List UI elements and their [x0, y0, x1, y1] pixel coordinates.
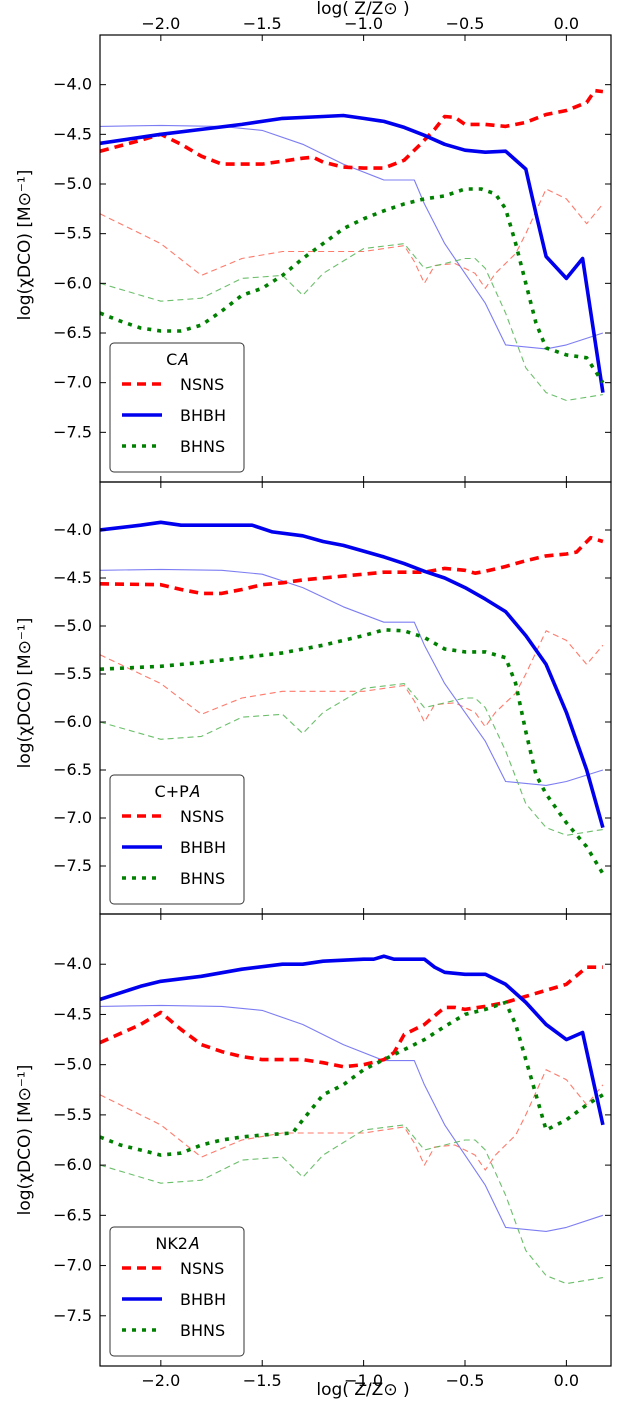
y-tick-label: −4.5	[53, 124, 92, 143]
series-line-reference-5	[100, 1124, 603, 1285]
x-tick-label-bottom: 0.0	[554, 1371, 579, 1390]
series-line-reference-3	[100, 1069, 604, 1171]
y-tick-label: −6.0	[53, 712, 92, 731]
legend-title: C𝐴	[166, 350, 188, 369]
x-tick-label-top: −0.5	[446, 14, 485, 33]
y-tick-label: −7.5	[53, 1306, 92, 1325]
x-tick-label-top: −2.0	[141, 14, 180, 33]
series-group	[100, 520, 605, 875]
bottom-axis-title: log( Z/Z⊙ )	[316, 1380, 409, 1400]
y-tick-label: −4.5	[53, 1004, 92, 1023]
legend-label-nsns: NSNS	[180, 1259, 224, 1278]
series-line-nsns	[100, 88, 604, 170]
y-tick-label: −7.0	[53, 373, 92, 392]
legend-title: C+P𝐴	[155, 782, 200, 801]
series-line-nsns	[100, 535, 604, 596]
legend-label-bhbh: BHBH	[180, 406, 226, 425]
x-tick-label-top: −1.5	[243, 14, 282, 33]
y-tick-label: −7.0	[53, 808, 92, 827]
series-line-reference-4	[100, 568, 604, 786]
legend-label-bhns: BHNS	[180, 437, 225, 456]
y-tick-label: −5.0	[53, 616, 92, 635]
series-line-reference-5	[100, 243, 603, 402]
legend-title: NK2𝐴	[155, 1234, 199, 1253]
x-tick-label-bottom: −1.0	[344, 1371, 383, 1390]
legend-label-bhns: BHNS	[180, 869, 225, 888]
legend: NK2𝐴 NSNS BHBH BHNS	[109, 1226, 245, 1357]
plot-frame	[99, 913, 612, 1367]
panel-3: −4.0 −4.5 −5.0 −5.5 −6.0 −6.5 −7.0 −7.5 −2.0 −1.5…	[53, 913, 612, 1390]
legend-label-bhns: BHNS	[180, 1321, 225, 1340]
series-line-bhbh	[100, 520, 605, 829]
series-line-bhns	[100, 187, 605, 384]
y-tick-label: −6.0	[53, 1155, 92, 1174]
x-tick-label-top: 0.0	[554, 14, 579, 33]
y-tick-label: −7.5	[53, 422, 92, 441]
series-line-nsns	[100, 965, 603, 1069]
legend-box	[109, 774, 245, 905]
legend-label-nsns: NSNS	[180, 375, 224, 394]
legend: C+P𝐴 NSNS BHBH BHNS	[109, 774, 245, 905]
x-tick-label-bottom: −1.5	[243, 1371, 282, 1390]
y-tick-label: −7.5	[53, 856, 92, 875]
legend-box	[109, 342, 245, 473]
y-tick-label: −5.0	[53, 174, 92, 193]
legend-label-bhbh: BHBH	[180, 838, 226, 857]
y-tick-label: −4.0	[53, 520, 92, 539]
y-tick-label: −6.5	[53, 760, 92, 779]
panels: −4.0 −4.5 −5.0 −5.5 −6.0 −6.5 −7.0 −7.5 −2.0 −1.5…	[53, 14, 612, 1390]
legend-box	[109, 1226, 245, 1357]
y-tick-label: −6.5	[53, 1205, 92, 1224]
series-line-bhns	[100, 628, 605, 875]
legend-label-nsns: NSNS	[180, 807, 224, 826]
top-axis-title: log( Z/Z⊙ )	[316, 0, 409, 19]
y-tick-label: −5.5	[53, 1105, 92, 1124]
y-tick-label: −5.5	[53, 664, 92, 683]
x-tick-label-bottom: −0.5	[446, 1371, 485, 1390]
y-tick-label: −4.5	[53, 568, 92, 587]
y-axis-title-panel-2: log(χDCO) [M⊙⁻¹]	[15, 618, 35, 769]
series-line-bhbh	[100, 113, 605, 393]
series-line-bhns	[100, 1000, 604, 1157]
y-tick-label: −5.0	[53, 1055, 92, 1074]
y-tick-label: −6.0	[53, 273, 92, 292]
panel-2: −4.0 −4.5 −5.0 −5.5 −6.0 −6.5 −7.0 −7.5 C+P𝐴 NSNS…	[53, 481, 612, 915]
series-group	[100, 954, 605, 1285]
y-axis-title-panel-3: log(χDCO) [M⊙⁻¹]	[15, 1065, 35, 1216]
y-tick-label: −5.5	[53, 224, 92, 243]
series-line-bhbh	[100, 954, 605, 1126]
y-axis-title-panel-1: log(χDCO) [M⊙⁻¹]	[15, 170, 35, 321]
y-tick-label: −4.0	[53, 75, 92, 94]
series-line-reference-3	[100, 630, 604, 728]
panel-1: −4.0 −4.5 −5.0 −5.5 −6.0 −6.5 −7.0 −7.5 −2.0 −1.5…	[53, 14, 612, 483]
y-tick-label: −6.5	[53, 323, 92, 342]
series-line-reference-4	[100, 124, 604, 350]
y-tick-label: −7.0	[53, 1256, 92, 1275]
series-line-reference-3	[100, 188, 604, 289]
legend-label-bhbh: BHBH	[180, 1290, 226, 1309]
series-line-reference-5	[100, 683, 603, 836]
series-line-reference-4	[100, 1004, 604, 1232]
y-tick-label: −4.0	[53, 954, 92, 973]
legend: C𝐴 NSNS BHBH BHNS	[109, 342, 245, 473]
x-tick-label-bottom: −2.0	[141, 1371, 180, 1390]
x-tick-label-top: −1.0	[344, 14, 383, 33]
series-group	[100, 88, 605, 402]
